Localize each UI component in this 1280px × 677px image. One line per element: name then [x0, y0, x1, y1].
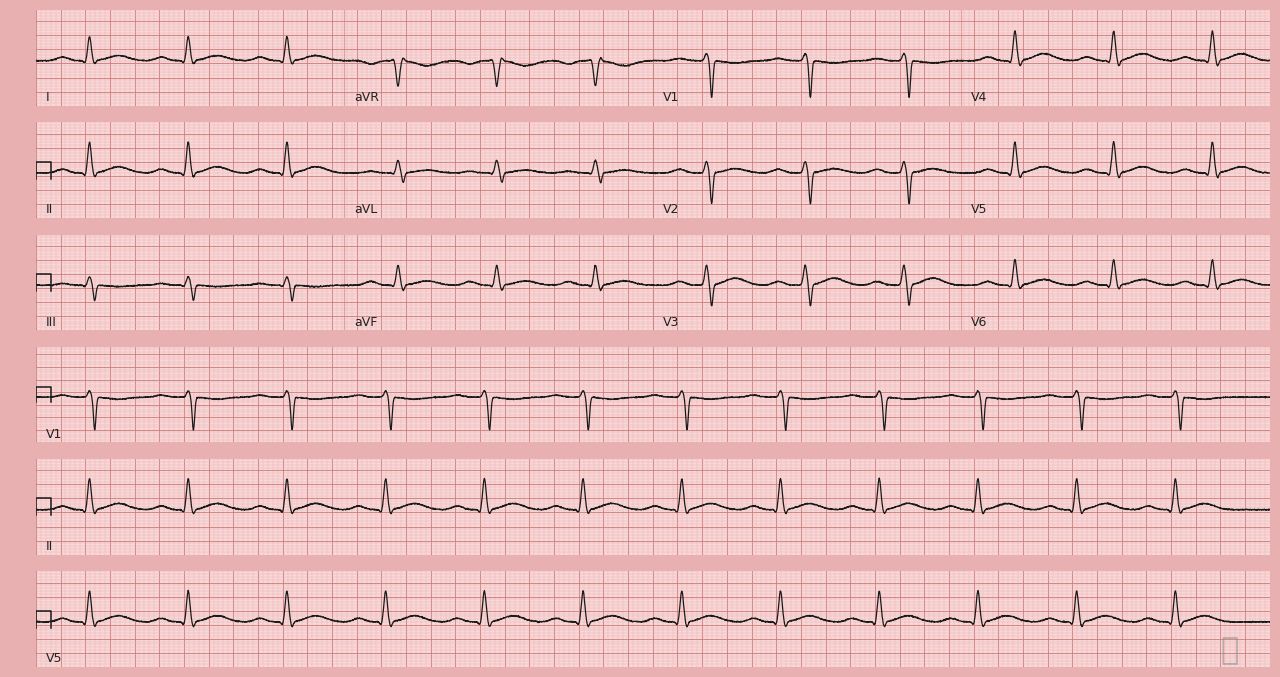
Text: III: III [46, 315, 56, 329]
Text: V5: V5 [972, 204, 988, 217]
Text: V1: V1 [46, 428, 63, 441]
Text: I: I [46, 91, 50, 104]
Text: V6: V6 [972, 315, 988, 329]
Text: aVL: aVL [355, 204, 378, 217]
Text: V1: V1 [663, 91, 680, 104]
Text: II: II [46, 204, 52, 217]
Text: aVF: aVF [355, 315, 378, 329]
Text: V3: V3 [663, 315, 680, 329]
Text: V2: V2 [663, 204, 680, 217]
Text: 🐂: 🐂 [1221, 636, 1239, 665]
Text: aVR: aVR [355, 91, 379, 104]
Text: II: II [46, 540, 52, 553]
Text: V4: V4 [972, 91, 988, 104]
Text: V5: V5 [46, 653, 63, 665]
